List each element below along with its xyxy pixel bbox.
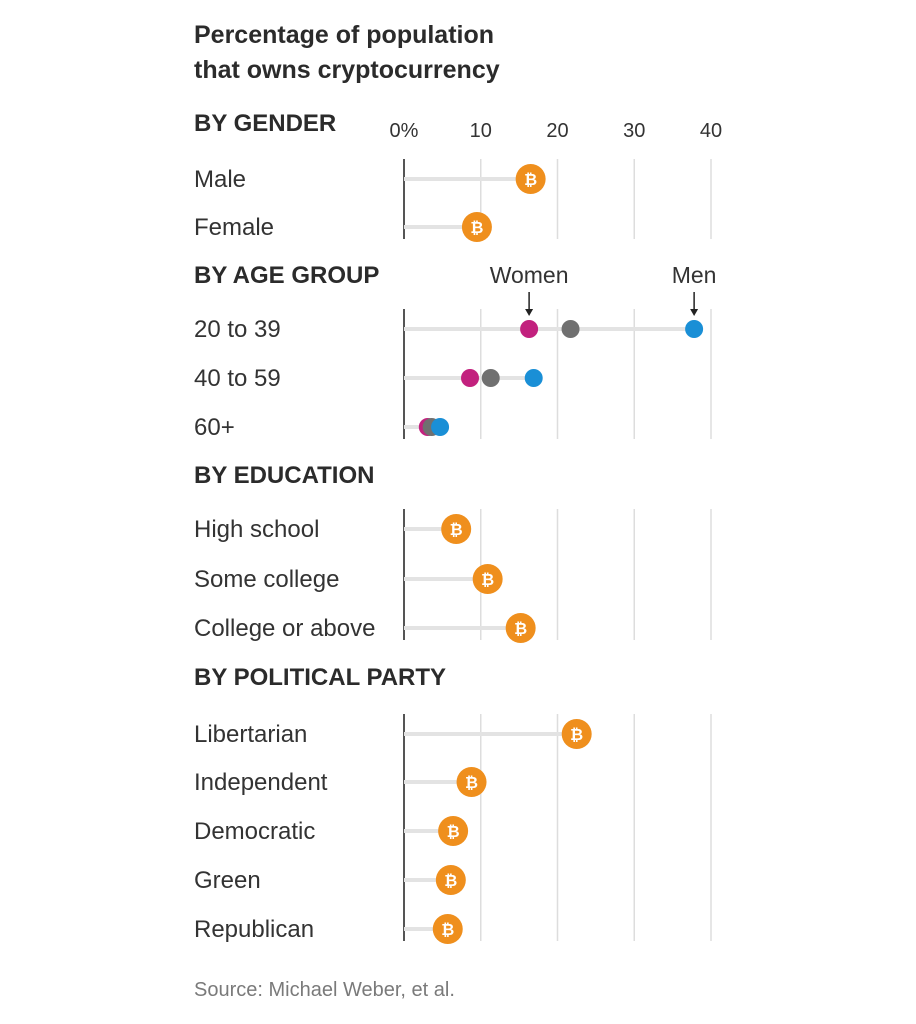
section-by-education: BY EDUCATION High school ₿ Some college ₿ Col… (194, 462, 712, 643)
dot-women (461, 369, 480, 387)
dot-women (520, 320, 539, 338)
row-label: 60+ (194, 414, 235, 441)
dot-men (524, 369, 543, 387)
bitcoin-coin-marker (456, 767, 487, 797)
bitcoin-icon: ₿ (524, 170, 537, 189)
row-label: Male (194, 166, 246, 193)
row-label: Democratic (194, 818, 315, 845)
bitcoin-icon: ₿ (450, 520, 463, 539)
bitcoin-icon: ₿ (465, 773, 478, 792)
section-title: BY AGE GROUP (194, 262, 379, 289)
section-by-age-group: BY AGE GROUP 20 to 39 40 to 59 60+ Women Men (194, 262, 716, 441)
chart-title-line-2: that owns cryptocurrency (194, 56, 500, 84)
bitcoin-icon: ₿ (570, 725, 583, 744)
chart-title-line-1: Percentage of population (194, 21, 494, 49)
bitcoin-coin-marker (441, 514, 472, 544)
row-label: Some college (194, 566, 339, 593)
row-label: Libertarian (194, 721, 307, 748)
x-tick-label: 0% (390, 120, 419, 142)
plot-area: 0% 10 20 30 40 BY GENDER Male ₿ Female ₿ BY AGE GR… (194, 110, 722, 944)
bitcoin-icon: ₿ (444, 871, 457, 890)
row-label: Independent (194, 769, 328, 796)
bitcoin-coin-marker (435, 865, 466, 895)
bitcoin-icon: ₿ (481, 570, 494, 589)
bitcoin-coin-marker (561, 719, 592, 749)
bitcoin-coin-marker (505, 613, 536, 643)
bitcoin-coin-marker (472, 564, 503, 594)
source-note: Source: Michael Weber, et al. (194, 979, 455, 1001)
row-label: Female (194, 214, 274, 241)
row-label: Green (194, 867, 261, 894)
bitcoin-icon: ₿ (514, 619, 527, 638)
legend-label-men: Men (672, 262, 717, 288)
bitcoin-coin-marker (461, 212, 492, 242)
section-title: BY POLITICAL PARTY (194, 664, 446, 691)
bitcoin-icon: ₿ (470, 218, 483, 237)
bitcoin-icon: ₿ (447, 822, 460, 841)
section-by-political-party: BY POLITICAL PARTY Libertarian ₿ Independen… (194, 664, 712, 944)
x-tick-label: 30 (623, 120, 645, 142)
section-title: BY EDUCATION (194, 462, 374, 489)
bitcoin-coin-marker (432, 914, 463, 944)
section-title: BY GENDER (194, 110, 336, 137)
dot-overall (481, 369, 500, 387)
row-label: Republican (194, 916, 314, 943)
bitcoin-icon: ₿ (441, 920, 454, 939)
x-tick-label: 10 (470, 120, 492, 142)
chart-title: Percentage of population that owns crypt… (194, 21, 500, 84)
row-label: College or above (194, 615, 375, 642)
legend-arrow-head (525, 309, 534, 316)
legend-arrow-head (690, 309, 699, 316)
bitcoin-coin-marker (515, 164, 546, 194)
row-label: 20 to 39 (194, 316, 281, 343)
legend-label-women: Women (490, 262, 569, 288)
row-label: 40 to 59 (194, 365, 281, 392)
section-by-gender: BY GENDER Male ₿ Female ₿ (194, 110, 712, 242)
x-tick-label: 20 (546, 120, 568, 142)
x-tick-label: 40 (700, 120, 722, 142)
bitcoin-coin-marker (438, 816, 469, 846)
dot-men (431, 418, 450, 436)
dot-men (685, 320, 704, 338)
dot-overall (561, 320, 580, 338)
row-label: High school (194, 516, 319, 543)
